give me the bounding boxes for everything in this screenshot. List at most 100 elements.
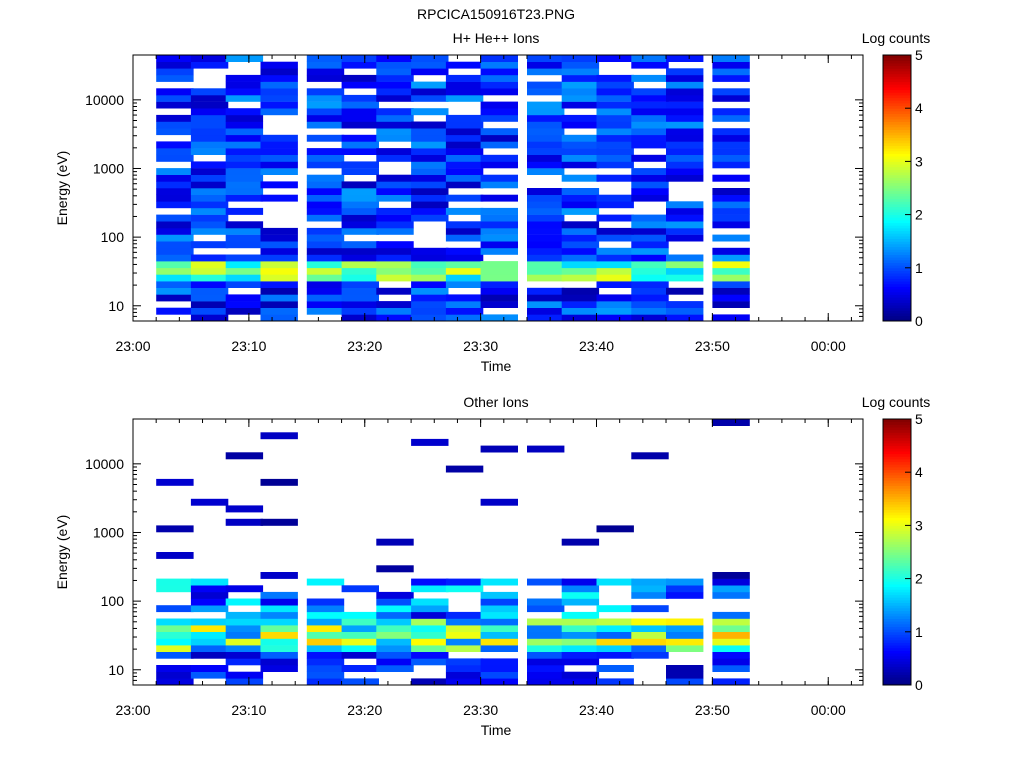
heatmap-cell (225, 114, 264, 122)
heatmap-cell (561, 678, 600, 686)
heatmap-cell (631, 181, 669, 189)
heatmap-cell (225, 452, 264, 460)
heatmap-cell (596, 94, 634, 102)
colorbar-step (883, 610, 911, 614)
heatmap-cell (260, 274, 298, 282)
colorbar-step (883, 557, 911, 561)
heatmap-cell (631, 631, 669, 639)
colorbar-step (883, 546, 911, 550)
heatmap-cell (376, 74, 414, 82)
heatmap-cell (480, 287, 518, 295)
heatmap-cell (561, 638, 600, 646)
heatmap-cell (712, 301, 750, 308)
heatmap-cell (156, 241, 194, 249)
heatmap-cell (190, 181, 229, 189)
heatmap-cell (306, 578, 345, 586)
heatmap-cell (411, 638, 449, 646)
colorbar-step (883, 581, 911, 585)
colorbar-step (883, 243, 911, 248)
colorbar-tick-label: 1 (915, 260, 923, 276)
heatmap-cell (666, 645, 704, 652)
heatmap-cell (376, 611, 414, 619)
heatmap-cell (225, 585, 264, 593)
heatmap-cell (341, 194, 379, 202)
heatmap-cell (411, 94, 449, 102)
heatmap-cell (260, 287, 298, 295)
colorbar-step (883, 214, 911, 218)
heatmap-cell (527, 161, 565, 169)
heatmap-cell (631, 294, 669, 302)
heatmap-cell (156, 261, 194, 269)
heatmap-cell (411, 254, 449, 262)
heatmap-cell (596, 247, 634, 255)
colorbar-step (883, 639, 911, 643)
figure-title: RPCICA150916T23.PNG (417, 6, 575, 22)
heatmap-cell (376, 81, 414, 89)
heatmap-cell (631, 651, 669, 659)
heatmap-cell (596, 121, 634, 129)
heatmap-cell (666, 94, 704, 102)
colorbar-step (883, 530, 911, 534)
y-axis-label: Energy (eV) (54, 151, 70, 226)
heatmap-cell (190, 591, 229, 599)
heatmap-cell (376, 254, 414, 262)
heatmap-cell (666, 301, 704, 308)
heatmap-cell (631, 55, 669, 62)
heatmap-cell (596, 74, 634, 82)
heatmap-cell (561, 134, 600, 142)
heatmap-cell (631, 591, 669, 599)
heatmap-cell (341, 121, 379, 129)
heatmap-cell (527, 645, 565, 652)
heatmap-cell (666, 234, 704, 242)
heatmap-cell (480, 281, 518, 288)
heatmap-cell (411, 141, 449, 149)
heatmap-cell (480, 625, 518, 632)
heatmap-cell (225, 174, 264, 182)
heatmap-cell (527, 61, 565, 69)
heatmap-cell (561, 174, 600, 182)
heatmap-cell (527, 141, 565, 149)
y-tick-label: 1000 (93, 524, 124, 540)
heatmap-cell (156, 154, 194, 162)
heatmap-cell (411, 148, 449, 155)
colorbar-step (883, 262, 911, 266)
heatmap-cell (480, 638, 518, 646)
colorbar-step (883, 81, 911, 85)
heatmap-cell (260, 598, 298, 606)
heatmap-cell (666, 254, 704, 262)
heatmap-cell (480, 154, 518, 162)
heatmap-cell (666, 591, 704, 599)
heatmap-cell (527, 247, 565, 255)
heatmap-cell (306, 101, 345, 109)
heatmap-cell (666, 55, 704, 62)
heatmap-cell (341, 227, 379, 235)
heatmap-cell (411, 585, 449, 593)
heatmap-cell (260, 94, 298, 102)
heatmap-cell (190, 207, 229, 215)
heatmap-cell (445, 261, 484, 269)
heatmap-cell (596, 161, 634, 169)
heatmap-cell (306, 181, 345, 189)
heatmap-cell (376, 301, 414, 308)
heatmap-cell (480, 301, 518, 308)
heatmap-cell (712, 638, 750, 646)
heatmap-cell (445, 247, 484, 255)
heatmap-cell (260, 194, 298, 202)
heatmap-cell (190, 307, 229, 315)
colorbar-step (883, 445, 911, 449)
heatmap-cell (666, 161, 704, 169)
colorbar-step (883, 434, 911, 439)
heatmap-cell (190, 101, 229, 109)
colorbar-step (883, 480, 911, 484)
heatmap-cell (411, 128, 449, 136)
colorbar-step (883, 591, 911, 596)
heatmap-cell (712, 128, 750, 136)
heatmap-cell (341, 638, 379, 646)
colorbar-step (883, 674, 911, 678)
heatmap-cell (712, 134, 750, 142)
heatmap-cell (480, 61, 518, 69)
heatmap-cell (190, 94, 229, 102)
colorbar-step (883, 126, 911, 130)
heatmap-cell (260, 665, 298, 672)
colorbar-step (883, 108, 911, 112)
